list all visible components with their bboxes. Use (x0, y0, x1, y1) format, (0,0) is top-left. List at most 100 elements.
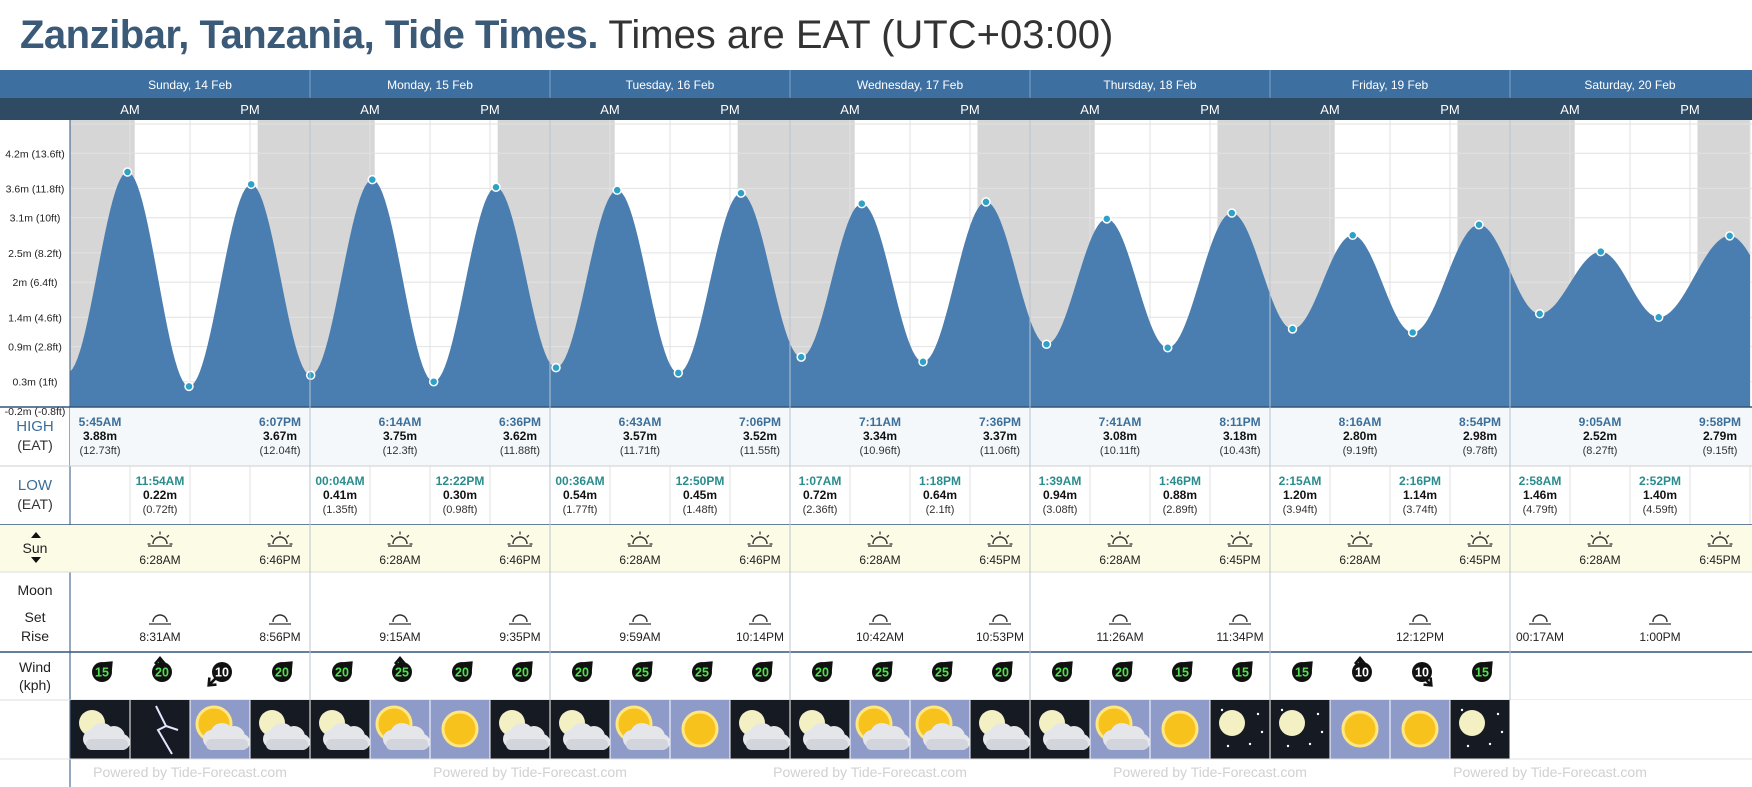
star-icon (1466, 744, 1470, 748)
high-tide-height-ft: (10.96ft) (860, 445, 901, 457)
sun-icon (1161, 710, 1199, 748)
wind-speed: 20 (815, 666, 829, 680)
wind-badge (572, 662, 592, 682)
low-tide-height-m: 0.88m (1163, 488, 1197, 502)
sunrise-time: 6:28AM (1099, 553, 1140, 567)
cloud-shape (323, 723, 370, 750)
high-tide-height-m: 3.18m (1223, 429, 1257, 443)
watermark-text: Powered by Tide-Forecast.com (773, 764, 967, 780)
moonset-time: 10:42AM (856, 630, 904, 644)
high-label: HIGH (16, 418, 54, 435)
moonset-icon (149, 614, 171, 625)
low-tide-time: 12:22PM (436, 474, 485, 488)
low-tide-time: 1:07AM (799, 474, 842, 488)
wind-badge (1472, 662, 1492, 682)
wind-speed: 15 (1475, 666, 1489, 680)
low-tide-time: 2:58AM (1519, 474, 1562, 488)
sunset-icon (1467, 531, 1493, 547)
high-tide-point (857, 198, 867, 209)
low-tide-point (1287, 324, 1298, 334)
star-icon (1488, 742, 1492, 746)
low-tide-point (1162, 342, 1173, 353)
day-label: Saturday, 20 Feb (1584, 78, 1675, 92)
wind-badge (332, 662, 352, 682)
high-tide-height-m: 2.98m (1463, 429, 1497, 443)
high-tide-point (367, 174, 378, 185)
cloud-shape (203, 723, 250, 750)
moonrise-time: 00:17AM (1516, 630, 1564, 644)
wind-badge (512, 662, 532, 682)
high-tide-time: 8:54PM (1459, 415, 1501, 429)
y-tick-label: 0.3m (1ft) (13, 377, 58, 389)
moonrise-time: 10:53PM (976, 630, 1024, 644)
moonset-icon (869, 614, 891, 625)
high-tide-height-ft: (11.88ft) (500, 445, 540, 457)
tide-area (70, 172, 1750, 407)
high-tide-time: 6:07PM (259, 415, 301, 429)
wind-speed: 20 (575, 666, 589, 680)
wind-unit-label: (kph) (19, 677, 51, 693)
low-tide-time: 11:54AM (136, 474, 185, 488)
high-tide-height-m: 3.67m (263, 429, 297, 443)
low-tide-time: 1:18PM (919, 474, 961, 488)
low-tide-point (918, 357, 928, 367)
sunrise-time: 6:28AM (139, 553, 180, 567)
star-icon (1286, 744, 1290, 748)
cloud-shape (1043, 723, 1090, 750)
wind-badge (1172, 662, 1192, 682)
sunset-icon (747, 531, 773, 547)
low-tide-height-ft: (2.36ft) (803, 504, 838, 516)
moonrise-time: 8:56PM (259, 630, 300, 644)
high-tide-time: 6:36PM (499, 415, 541, 429)
wind-badge (1112, 662, 1132, 682)
high-tide-time: 8:16AM (1339, 415, 1382, 429)
wind-speed: 10 (1355, 666, 1369, 680)
wind-speed: 15 (1235, 666, 1249, 680)
low-tide-point (305, 370, 316, 381)
sunset-time: 6:46PM (259, 553, 300, 567)
cloud-shape (863, 723, 910, 750)
low-tide-height-ft: (0.98ft) (443, 504, 478, 516)
wind-speed: 15 (1295, 666, 1309, 680)
watermark-text: Powered by Tide-Forecast.com (433, 764, 627, 780)
sunrise-icon (1347, 531, 1373, 547)
low-tide-height-ft: (0.72ft) (143, 504, 178, 516)
high-tide-height-m: 3.88m (83, 429, 117, 443)
high-tide-height-ft: (9.15ft) (1703, 445, 1738, 457)
star-icon (1496, 712, 1500, 716)
high-tide-height-ft: (12.73ft) (80, 445, 121, 457)
high-tide-time: 6:14AM (379, 415, 422, 429)
low-tide-height-ft: (1.77ft) (563, 504, 598, 516)
low-tide-height-ft: (3.94ft) (1283, 504, 1318, 516)
star-icon (1220, 708, 1224, 712)
high-tide-height-m: 3.57m (623, 429, 657, 443)
moonrise-icon (269, 614, 291, 625)
watermark-text: Powered by Tide-Forecast.com (1113, 764, 1307, 780)
wind-badge (1292, 662, 1312, 682)
wind-label: Wind (19, 659, 51, 675)
wind-speed: 20 (155, 666, 169, 680)
wind-badge (992, 662, 1012, 682)
sunrise-icon (627, 531, 653, 547)
high-tide-point (1596, 246, 1606, 257)
watermark-text: Powered by Tide-Forecast.com (93, 764, 287, 780)
low-tide-time: 2:52PM (1639, 474, 1681, 488)
sun-row (0, 525, 1752, 572)
pm-label: PM (1440, 102, 1460, 117)
star-icon (1260, 730, 1264, 734)
moonset-time: 11:26AM (1096, 630, 1143, 644)
moonrise-time: 11:34PM (1216, 630, 1263, 644)
low-tide-time: 1:46PM (1159, 474, 1201, 488)
sunrise-time: 6:28AM (859, 553, 900, 567)
cloud-shape (563, 723, 610, 750)
day-label: Wednesday, 17 Feb (857, 78, 964, 92)
high-tide-point (612, 185, 622, 195)
wind-badge (872, 662, 892, 682)
sunset-time: 6:46PM (739, 553, 780, 567)
wind-speed: 25 (395, 666, 409, 680)
low-tide-height-ft: (4.59ft) (1643, 504, 1678, 516)
wind-badge (392, 662, 412, 682)
y-tick-label: 3.1m (10ft) (10, 213, 61, 225)
high-tide-height-ft: (10.43ft) (1220, 445, 1261, 457)
day-label: Friday, 19 Feb (1352, 78, 1429, 92)
